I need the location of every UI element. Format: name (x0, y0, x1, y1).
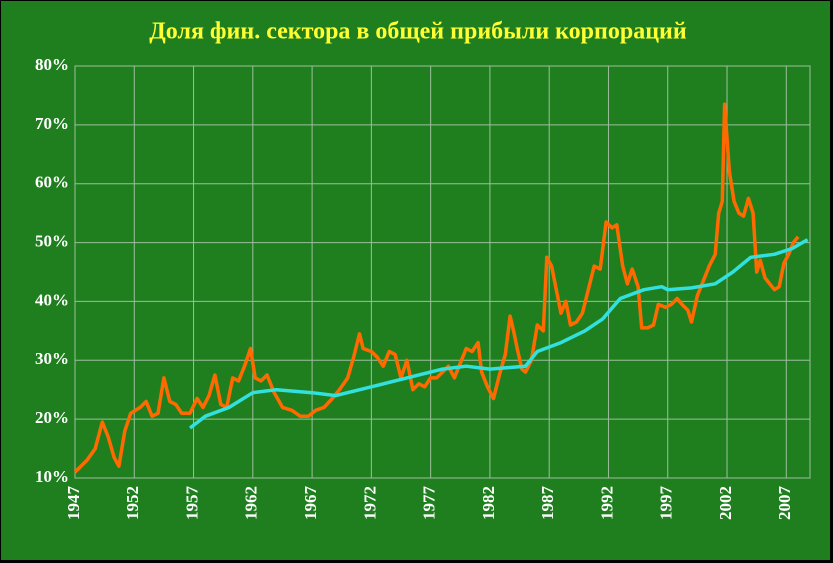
y-tick-label: 80% (35, 55, 69, 74)
y-tick-label: 40% (35, 290, 69, 309)
x-tick-label: 2002 (716, 486, 735, 520)
y-tick-label: 50% (35, 231, 69, 250)
y-tick-label: 30% (35, 349, 69, 368)
x-tick-label: 1957 (182, 486, 201, 521)
y-tick-label: 60% (35, 173, 69, 192)
x-tick-label: 1997 (657, 486, 676, 521)
line-series (188, 238, 809, 430)
x-tick-label: 2007 (775, 486, 794, 521)
x-tick-label: 1972 (360, 486, 379, 520)
y-tick-label: 20% (35, 408, 69, 427)
x-tick-label: 1967 (301, 486, 320, 521)
x-tick-label: 1962 (242, 486, 261, 520)
x-tick-label: 1992 (597, 486, 616, 520)
line-series (73, 102, 800, 474)
x-tick-label: 1947 (64, 486, 83, 521)
x-tick-label: 1987 (538, 486, 557, 521)
x-tick-label: 1982 (479, 486, 498, 520)
x-tick-label: 1977 (420, 486, 439, 521)
x-tick-label: 1952 (123, 486, 142, 520)
y-tick-label: 10% (35, 467, 69, 486)
y-tick-label: 70% (35, 114, 69, 133)
chart-title: Доля фин. сектора в общей прибыли корпор… (149, 19, 687, 45)
